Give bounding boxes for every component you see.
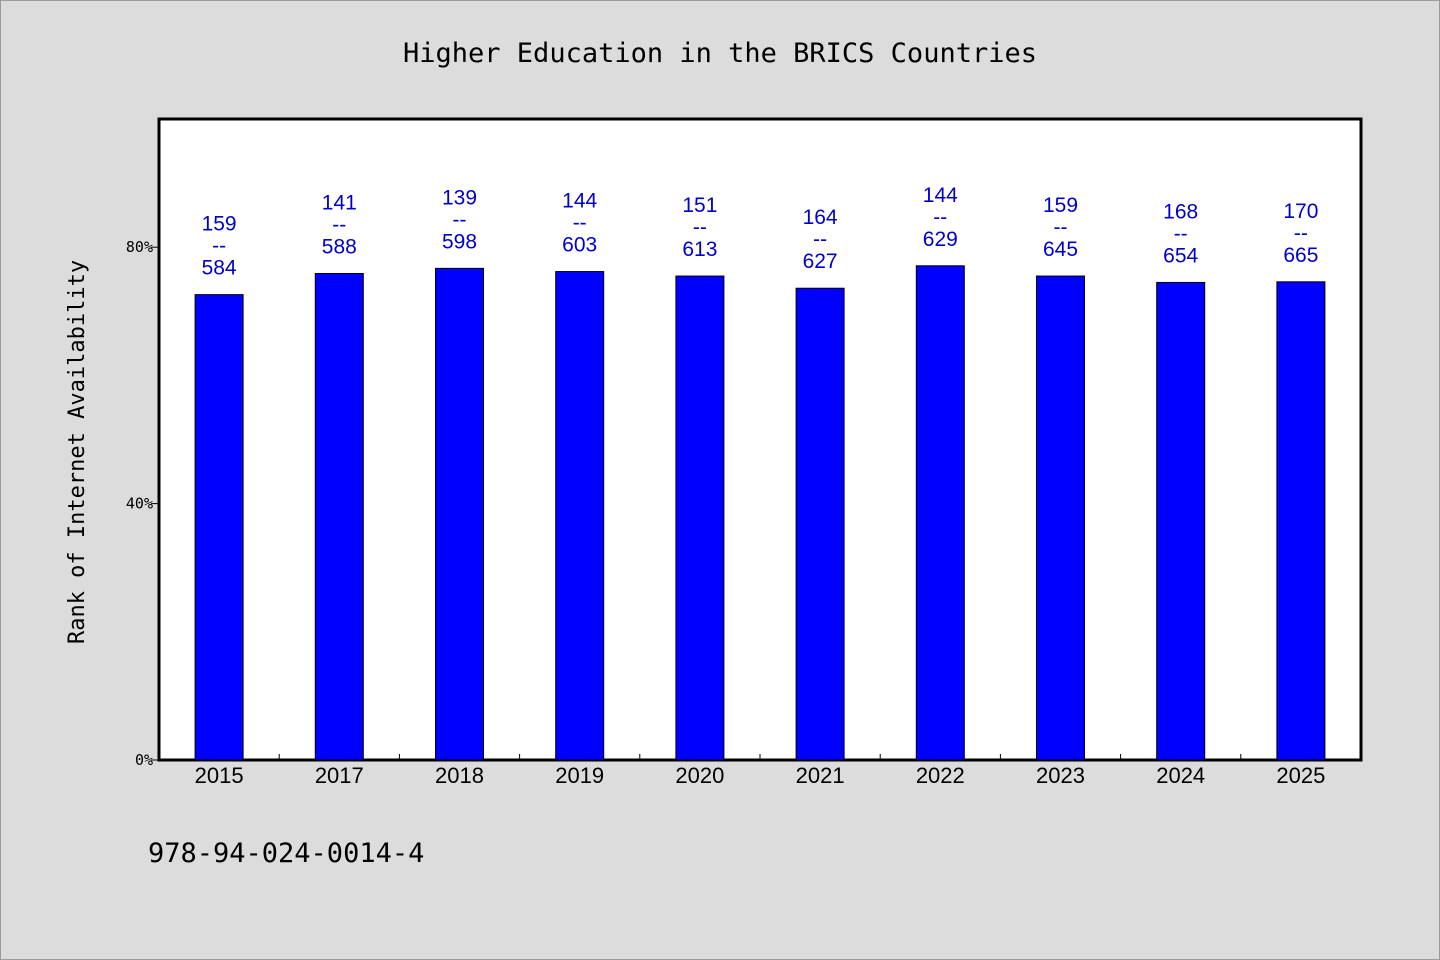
data-label: --: [933, 206, 947, 229]
y-axis: 0% 40% 80%: [126, 238, 159, 769]
x-tick-label: 2025: [1276, 763, 1325, 788]
data-label: --: [573, 212, 587, 235]
data-label: 170: [1283, 200, 1318, 223]
bar: [795, 287, 845, 761]
y-axis-label: Rank of Internet Availability: [65, 260, 90, 644]
data-label: --: [212, 235, 226, 258]
data-label: 645: [1043, 238, 1078, 261]
bar-series: [194, 265, 1326, 761]
x-tick-label: 2018: [435, 763, 484, 788]
data-label: 159: [1043, 194, 1078, 217]
data-label: 151: [682, 194, 717, 217]
x-tick-label: 2023: [1036, 763, 1085, 788]
y-tick-label: 80%: [126, 238, 153, 256]
data-label: 627: [803, 250, 838, 273]
data-label: 159: [202, 213, 237, 236]
y-tick-label: 0%: [135, 751, 153, 769]
data-label: 629: [923, 228, 958, 251]
bar: [555, 271, 605, 761]
chart-title: Higher Education in the BRICS Countries: [403, 38, 1037, 69]
data-label: 613: [682, 238, 717, 261]
data-label: --: [1054, 216, 1068, 239]
data-label: --: [813, 228, 827, 251]
x-tick-label: 2024: [1156, 763, 1205, 788]
data-label: 139: [442, 186, 477, 209]
x-tick-label: 2022: [916, 763, 965, 788]
data-label: --: [332, 213, 346, 236]
data-label: --: [1174, 222, 1188, 245]
bar: [1156, 281, 1206, 761]
bar: [194, 294, 244, 761]
data-label: 584: [202, 257, 237, 280]
x-tick-label: 2017: [315, 763, 364, 788]
isbn-text: 978-94-024-0014-4: [148, 838, 424, 869]
data-labels: 159--584141--588139--598144--603151--613…: [202, 184, 1319, 280]
data-label: 598: [442, 230, 477, 253]
x-axis: 2015 2017 2018 2019 2020 2021 2022 2023 2024 2025: [195, 754, 1325, 788]
bar: [1276, 281, 1326, 761]
data-label: 654: [1163, 244, 1198, 267]
data-label: 603: [562, 234, 597, 257]
data-label: 168: [1163, 200, 1198, 223]
x-tick-label: 2015: [195, 763, 244, 788]
x-tick-label: 2020: [675, 763, 724, 788]
data-label: --: [453, 208, 467, 231]
data-label: 144: [923, 184, 958, 207]
data-label: --: [693, 216, 707, 239]
bar: [1036, 275, 1085, 761]
data-label: 141: [322, 191, 357, 214]
data-label: 665: [1283, 244, 1318, 267]
data-label: 164: [803, 206, 838, 229]
x-tick-label: 2021: [796, 763, 845, 788]
bar: [675, 275, 725, 761]
data-label: 588: [322, 235, 357, 258]
bar: [314, 272, 364, 761]
bar: [915, 265, 965, 761]
data-label: 144: [562, 190, 597, 213]
y-tick-label: 40%: [126, 495, 153, 513]
bar: [435, 267, 484, 761]
data-label: --: [1294, 222, 1308, 245]
x-tick-label: 2019: [555, 763, 604, 788]
